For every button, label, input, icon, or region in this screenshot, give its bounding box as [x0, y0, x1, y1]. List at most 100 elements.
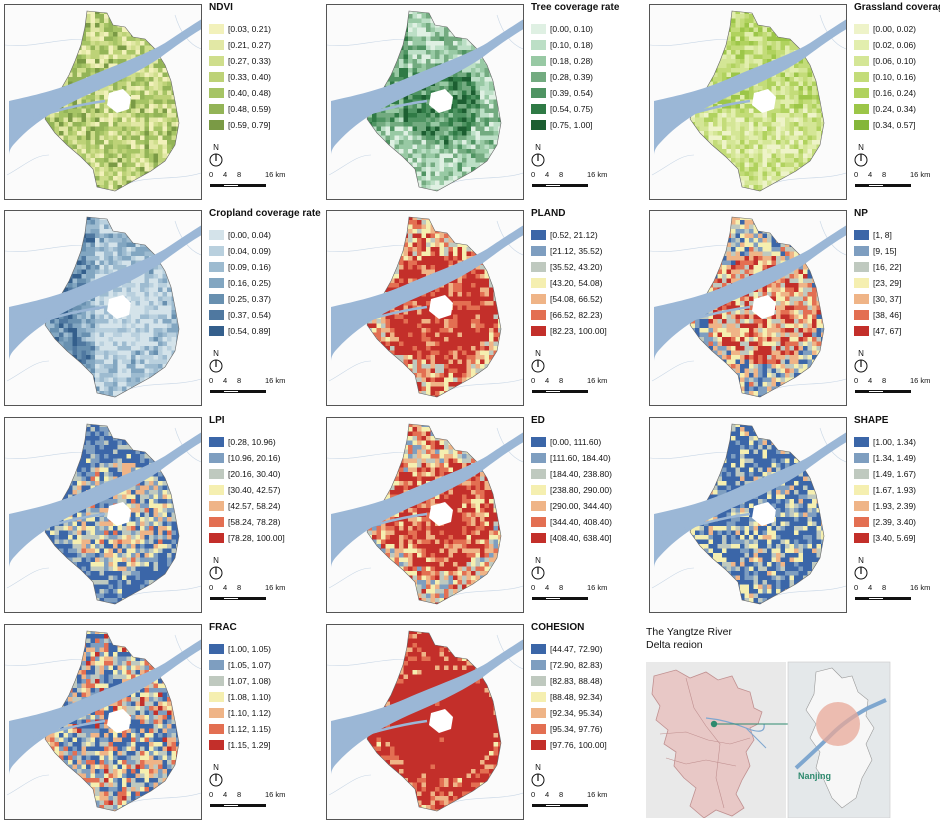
- scale-bar-graphic: [532, 804, 588, 807]
- north-arrow-icon: N: [531, 556, 545, 586]
- legend-label: [97.76, 100.00]: [550, 740, 607, 750]
- north-arrow-icon: N: [531, 143, 545, 173]
- legend-label: [30, 37]: [873, 294, 901, 304]
- map-panel-tree-coverage-rate: Tree coverage rate [0.00, 0.10) [0.10, 0.1…: [322, 0, 634, 200]
- north-label: N: [531, 556, 545, 565]
- yangtze-river: [331, 639, 523, 775]
- legend-item: [0.52, 21.12): [531, 227, 641, 243]
- inset-map: Nanjing: [646, 648, 938, 818]
- legend-swatch: [531, 230, 546, 240]
- legend-item: [3.40, 5.69]: [854, 530, 940, 546]
- legend-swatch: [531, 453, 546, 463]
- scale-bar-graphic: [532, 390, 588, 393]
- legend-label: [238.80, 290.00): [550, 485, 612, 495]
- legend-swatch: [209, 120, 224, 130]
- legend-item: [92.34, 95.34): [531, 705, 641, 721]
- legend-label: [1.12, 1.15): [228, 724, 271, 734]
- legend-title: ED: [531, 415, 641, 427]
- legend-item: [38, 46]: [854, 307, 940, 323]
- legend-swatch: [854, 278, 869, 288]
- north-arrow-icon: N: [531, 349, 545, 379]
- scale-tick: 16 km: [587, 790, 607, 799]
- legend-item: [1.07, 1.08): [209, 673, 319, 689]
- city-boundary: [44, 10, 180, 192]
- legend-swatch: [531, 644, 546, 654]
- legend-label: [0.06, 0.10): [873, 56, 916, 66]
- map-panel-cohesion: COHESION [44.47, 72.90) [72.90, 82.83) [82.…: [322, 620, 634, 820]
- legend-swatch: [209, 517, 224, 527]
- nanjing-point-icon: [710, 720, 718, 728]
- legend-label: [82.23, 100.00]: [550, 326, 607, 336]
- choropleth-map: [5, 630, 201, 812]
- city-boundary: [44, 216, 180, 398]
- scale-bar: 0 4 8 16 km: [209, 583, 299, 607]
- legend-item: [0.03, 0.21): [209, 21, 319, 37]
- scale-tick: 0: [209, 790, 213, 799]
- legend-item: [0.06, 0.10): [854, 53, 940, 69]
- legend-swatch: [209, 740, 224, 750]
- legend-label: [290.00, 344.40): [550, 501, 612, 511]
- legend-item: [9, 15]: [854, 243, 940, 259]
- legend-swatch: [531, 72, 546, 82]
- yangtze-river: [654, 432, 846, 568]
- legend-item: [82.83, 88.48): [531, 673, 641, 689]
- legend-swatch: [531, 692, 546, 702]
- legend-label: [0.54, 0.89]: [228, 326, 271, 336]
- legend-item: [0.18, 0.28): [531, 53, 641, 69]
- legend-item: [1.15, 1.29]: [209, 737, 319, 753]
- north-label: N: [854, 143, 868, 152]
- legend-label: [0.16, 0.24): [873, 88, 916, 98]
- north-label: N: [854, 556, 868, 565]
- legend: NDVI [0.03, 0.21) [0.21, 0.27) [0.27, 0.33)…: [209, 2, 319, 133]
- scale-tick: 16 km: [910, 170, 930, 179]
- legend-swatch: [209, 437, 224, 447]
- yangtze-river: [331, 432, 523, 568]
- scale-tick: 4: [545, 376, 549, 385]
- legend-item: [23, 29]: [854, 275, 940, 291]
- legend-item: [0.16, 0.25): [209, 275, 319, 291]
- legend-swatch: [531, 104, 546, 114]
- legend-label: [0.24, 0.34): [873, 104, 916, 114]
- legend-item: [66.52, 82.23): [531, 307, 641, 323]
- legend-label: [1.67, 1.93): [873, 485, 916, 495]
- legend-item: [10.96, 20.16): [209, 450, 319, 466]
- legend-label: [21.12, 35.52): [550, 246, 602, 256]
- map-frame: [649, 417, 847, 613]
- legend-item: [0.09, 0.16): [209, 259, 319, 275]
- scale-tick: 8: [882, 170, 886, 179]
- legend-swatch: [209, 88, 224, 98]
- scale-tick: 4: [545, 170, 549, 179]
- legend-swatch: [854, 469, 869, 479]
- legend-item: [35.52, 43.20): [531, 259, 641, 275]
- legend-item: [1.49, 1.67): [854, 466, 940, 482]
- legend-swatch: [531, 262, 546, 272]
- scale-tick: 0: [531, 376, 535, 385]
- legend-swatch: [531, 310, 546, 320]
- yangtze-river: [9, 19, 201, 155]
- legend-swatch: [209, 104, 224, 114]
- legend-item: [0.21, 0.27): [209, 37, 319, 53]
- legend-swatch: [531, 740, 546, 750]
- legend-swatch: [531, 278, 546, 288]
- scale-tick: 0: [854, 170, 858, 179]
- legend-swatch: [531, 708, 546, 718]
- legend-swatch: [209, 533, 224, 543]
- legend-item: [0.04, 0.09): [209, 243, 319, 259]
- legend: Cropland coverage rate [0.00, 0.04) [0.04,…: [209, 208, 321, 339]
- city-boundary: [366, 423, 502, 605]
- legend-swatch: [854, 24, 869, 34]
- legend-swatch: [531, 724, 546, 734]
- choropleth-map: [650, 423, 846, 605]
- legend-title: Grassland coverage: [854, 2, 940, 14]
- legend-swatch: [209, 692, 224, 702]
- legend-item: [43.20, 54.08): [531, 275, 641, 291]
- legend-swatch: [209, 262, 224, 272]
- city-boundary: [689, 423, 825, 605]
- legend-item: [0.39, 0.54): [531, 85, 641, 101]
- legend-label: [0.04, 0.09): [228, 246, 271, 256]
- legend-item: [1, 8]: [854, 227, 940, 243]
- legend-swatch: [209, 230, 224, 240]
- legend-label: [82.83, 88.48): [550, 676, 602, 686]
- legend-swatch: [531, 294, 546, 304]
- north-arrow-icon: N: [854, 143, 868, 173]
